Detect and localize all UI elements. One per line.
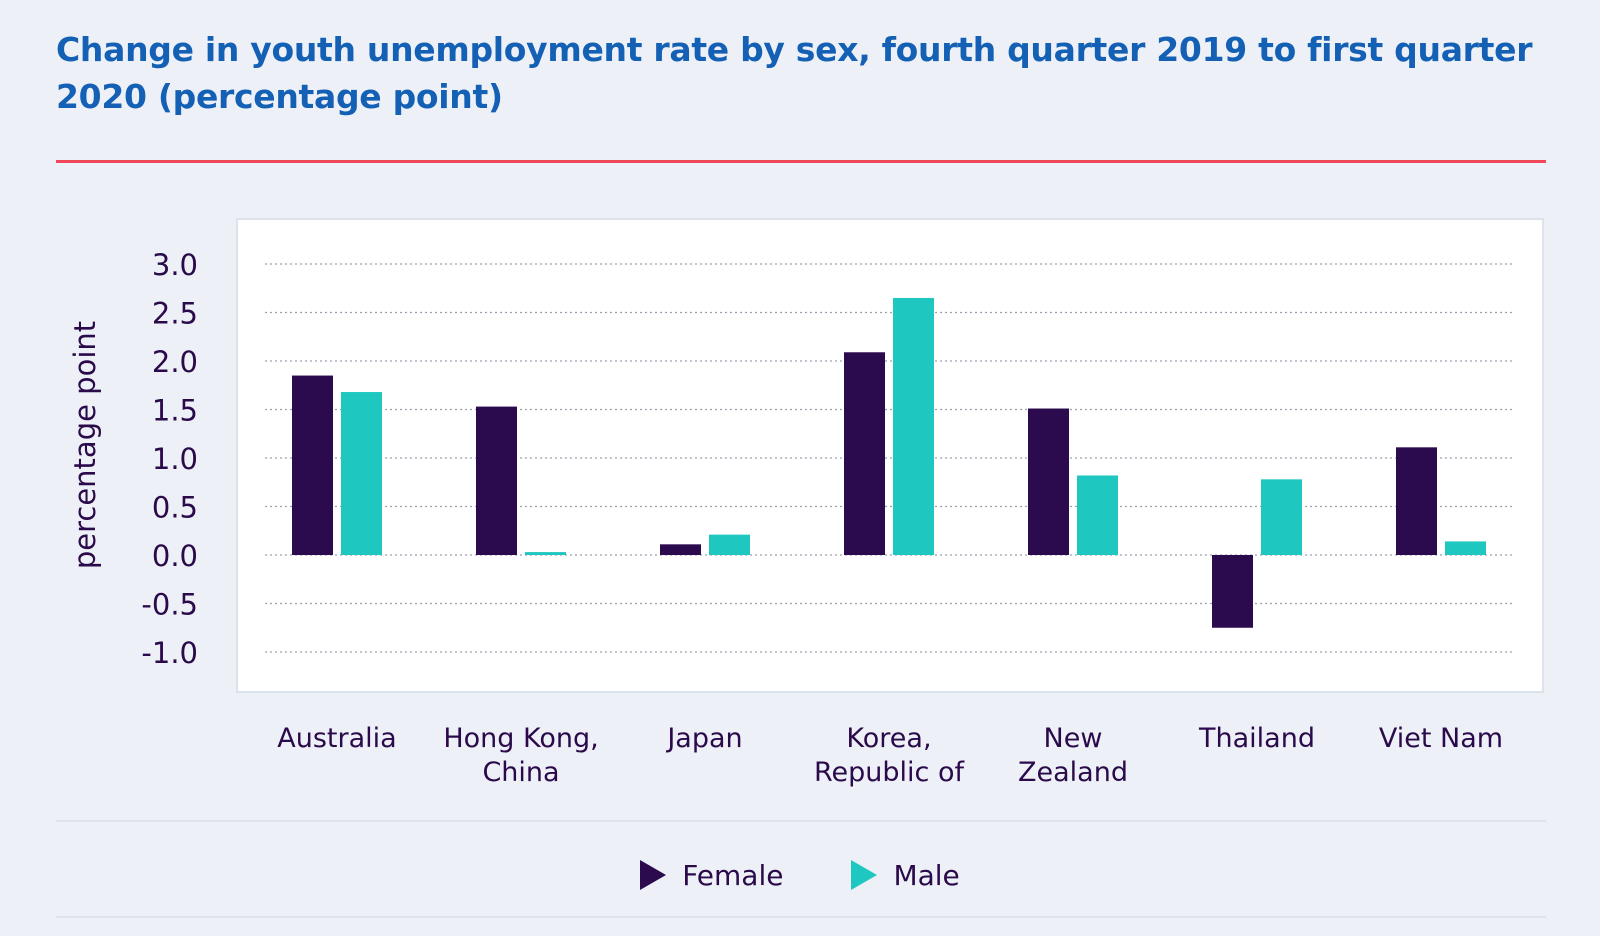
bar-male — [341, 392, 382, 555]
x-tick-label: Japan — [665, 723, 742, 754]
bar-female — [476, 406, 517, 555]
bars — [292, 297, 1486, 628]
x-tick-label: New Zealand — [1018, 723, 1128, 788]
x-axis-labels: Australia Hong Kong, China Japan Korea, Repub… — [277, 723, 1503, 788]
bar-female — [1028, 408, 1069, 555]
chart-title: Change in youth unemployment rate by sex… — [56, 30, 1533, 116]
y-axis-ticks: 3.0 2.5 2.0 1.5 1.0 0.5 0.0 -0.5 -1.0 — [141, 248, 198, 670]
y-tick-label: 2.5 — [152, 297, 198, 331]
y-tick-label: 2.0 — [152, 345, 198, 379]
bar-male — [709, 534, 750, 555]
bar-male — [1261, 479, 1302, 555]
x-tick-label: Korea, Republic of — [814, 723, 965, 788]
y-tick-label: -1.0 — [141, 636, 198, 670]
title-divider — [56, 160, 1546, 163]
bar-female — [844, 352, 885, 555]
bar-male — [525, 552, 566, 555]
male-triangle-icon — [851, 860, 878, 890]
y-tick-label: 0.5 — [152, 491, 198, 525]
bar-female — [292, 375, 333, 555]
plot-area — [236, 218, 1544, 693]
legend-top-divider — [56, 820, 1546, 822]
female-triangle-icon — [640, 860, 667, 890]
x-tick-label: Hong Kong, China — [443, 723, 598, 788]
y-tick-label: 3.0 — [152, 248, 198, 282]
legend-bottom-divider — [56, 916, 1546, 918]
x-tick-label: Australia — [277, 723, 396, 754]
bar-chart: 3.0 2.5 2.0 1.5 1.0 0.5 0.0 -0.5 -1.0 Australia H… — [68, 248, 1513, 788]
legend-label-female: Female — [682, 858, 784, 892]
legend-item-male: Male — [851, 858, 960, 892]
bar-male — [1077, 475, 1118, 555]
y-tick-label: -0.5 — [141, 588, 198, 622]
x-tick-label: Thailand — [1198, 723, 1315, 754]
bar-male — [1445, 541, 1486, 555]
legend-label-male: Male — [893, 858, 960, 892]
legend: Female Male — [0, 855, 1600, 895]
y-tick-label: 1.0 — [152, 442, 198, 476]
x-tick-label: Viet Nam — [1379, 723, 1503, 754]
bar-male — [893, 297, 934, 555]
bar-female — [1396, 447, 1437, 555]
bar-female — [660, 544, 701, 555]
y-axis-label: percentage point — [68, 321, 102, 569]
y-tick-label: 0.0 — [152, 539, 198, 573]
y-tick-label: 1.5 — [152, 394, 198, 428]
bar-female — [1212, 555, 1253, 628]
gridlines — [265, 263, 1513, 653]
legend-item-female: Female — [640, 859, 783, 892]
